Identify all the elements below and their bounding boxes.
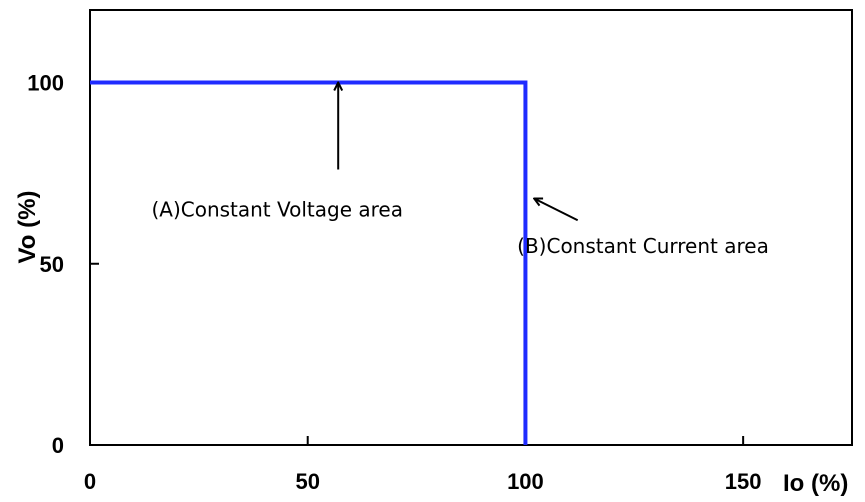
annotation-label: (B)Constant Current area [517,234,769,258]
plot-area [89,9,853,446]
x-tick-label: 0 [84,469,96,494]
y-tick-label: 100 [27,71,64,96]
series-line [90,80,528,445]
y-tick-label: 50 [40,252,64,277]
y-tick-label: 0 [52,433,64,458]
x-tick-label: 150 [725,469,762,494]
x-tick-label: 100 [507,469,544,494]
y-axis-title: Vo (%) [14,191,41,264]
annotation-label: (A)Constant Voltage area [151,198,403,222]
annotation-arrow [534,199,579,222]
x-axis-title: Io (%) [783,470,848,497]
x-tick-label: 50 [295,469,319,494]
